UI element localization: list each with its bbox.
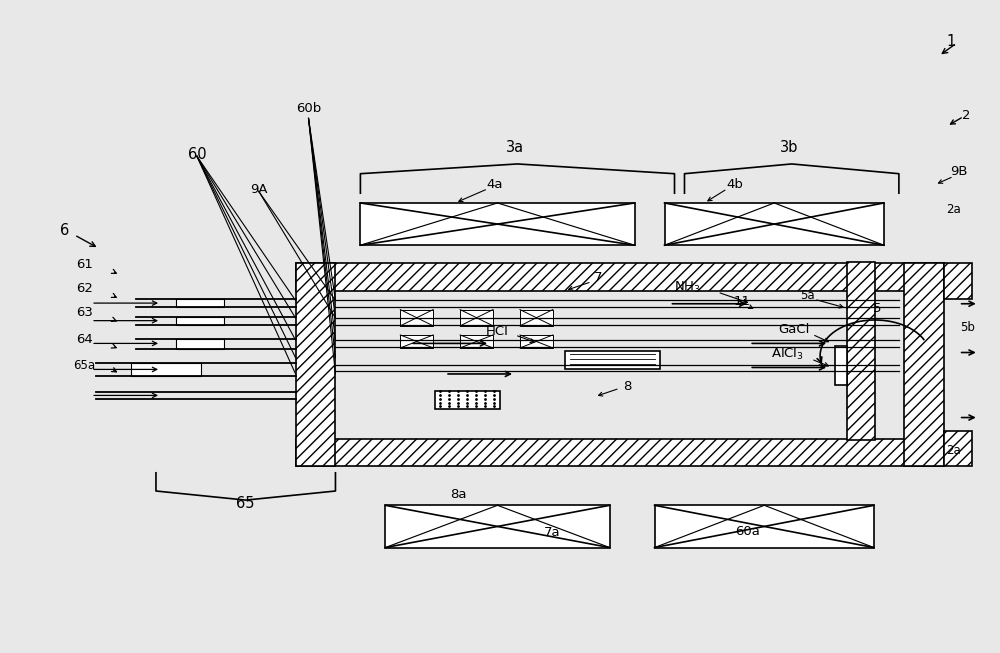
Bar xyxy=(835,346,847,385)
Bar xyxy=(400,310,433,326)
Bar xyxy=(176,339,224,349)
Bar xyxy=(176,317,224,325)
Text: HCl: HCl xyxy=(486,325,508,338)
Text: 5a: 5a xyxy=(800,289,814,302)
Text: 65: 65 xyxy=(236,496,255,511)
Text: 2a: 2a xyxy=(946,443,961,456)
Bar xyxy=(904,263,944,466)
Text: 1: 1 xyxy=(946,34,955,49)
Text: 64: 64 xyxy=(76,333,93,346)
Text: 60a: 60a xyxy=(735,525,760,538)
Bar xyxy=(435,391,500,409)
Text: 3a: 3a xyxy=(506,140,524,155)
Bar xyxy=(460,335,493,348)
Bar xyxy=(360,203,635,246)
Text: 8a: 8a xyxy=(450,488,466,501)
Bar xyxy=(296,263,335,466)
Text: 4b: 4b xyxy=(726,178,743,191)
Text: NH$_3$: NH$_3$ xyxy=(674,280,701,295)
Bar xyxy=(400,335,433,348)
Text: 5: 5 xyxy=(873,302,881,315)
Text: 65a: 65a xyxy=(73,359,95,372)
Text: 2: 2 xyxy=(962,108,971,121)
Bar xyxy=(847,262,875,440)
Text: 11: 11 xyxy=(734,295,751,308)
Text: 7: 7 xyxy=(593,271,602,284)
Bar xyxy=(296,263,944,291)
Text: AlCl$_3$: AlCl$_3$ xyxy=(771,345,804,362)
Text: 61: 61 xyxy=(76,258,93,271)
Text: 63: 63 xyxy=(76,306,93,319)
Text: 3b: 3b xyxy=(780,140,798,155)
Bar xyxy=(385,505,610,548)
Bar xyxy=(176,299,224,307)
Text: 9A: 9A xyxy=(250,183,267,197)
Text: 7a: 7a xyxy=(544,526,560,539)
Bar xyxy=(944,430,972,466)
Bar xyxy=(131,363,201,376)
Text: 4a: 4a xyxy=(487,178,503,191)
Bar xyxy=(655,505,874,548)
Bar xyxy=(520,310,553,326)
Text: 62: 62 xyxy=(76,282,93,295)
Bar xyxy=(944,263,972,299)
Bar xyxy=(565,351,660,369)
Text: 60b: 60b xyxy=(296,102,321,115)
Text: 8: 8 xyxy=(623,380,632,393)
Text: 5b: 5b xyxy=(960,321,975,334)
Bar xyxy=(460,310,493,326)
Bar xyxy=(520,335,553,348)
Text: 6: 6 xyxy=(60,223,69,238)
Text: 60: 60 xyxy=(188,147,206,162)
Text: GaCl: GaCl xyxy=(778,323,810,336)
Bar xyxy=(665,203,884,246)
Text: 9B: 9B xyxy=(950,165,967,178)
Text: 2a: 2a xyxy=(946,203,961,216)
Bar xyxy=(296,439,944,466)
